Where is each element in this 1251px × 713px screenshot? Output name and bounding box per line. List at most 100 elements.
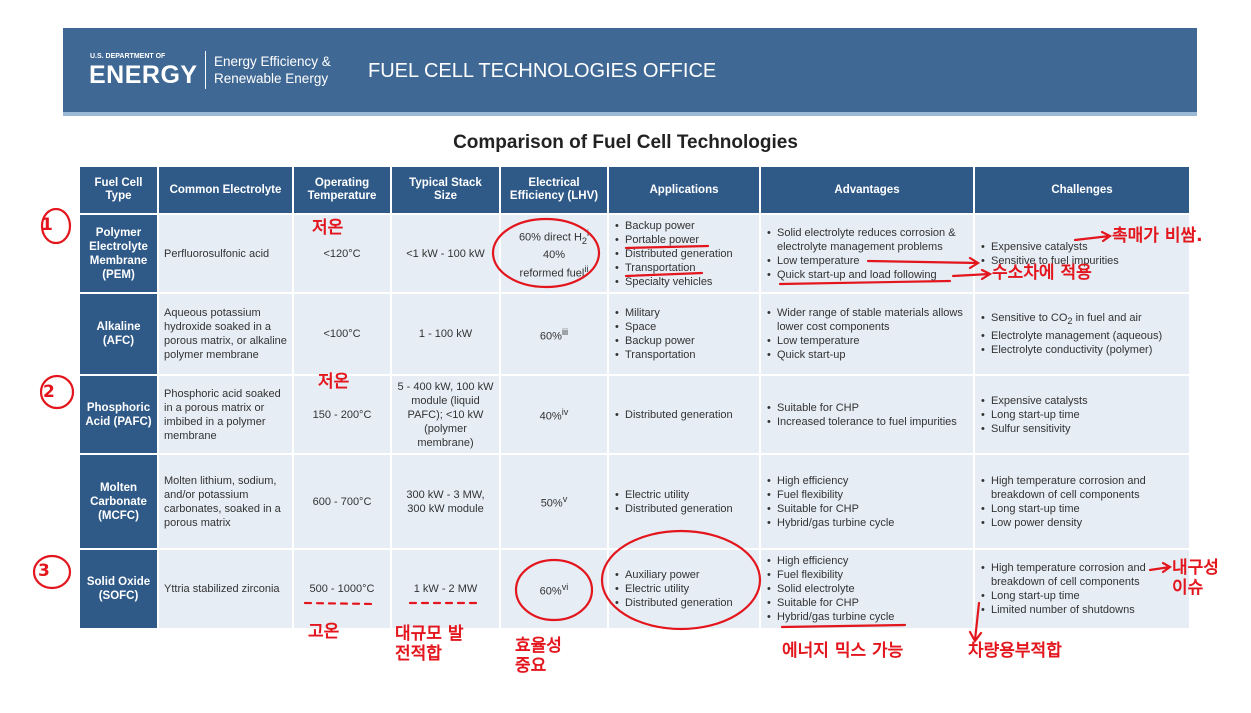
list-item: Backup power bbox=[615, 334, 754, 348]
row: Alkaline (AFC) Aqueous potassium hydroxid… bbox=[78, 292, 1191, 376]
superscript: v bbox=[562, 494, 568, 505]
list-item: High temperature corrosion and breakdown… bbox=[981, 561, 1184, 589]
list-item: Low temperature bbox=[767, 254, 968, 268]
office: FUEL CELL TECHNOLOGIES OFFICE bbox=[368, 60, 717, 82]
challenges: Expensive catalystsLong start-up timeSul… bbox=[973, 374, 1191, 455]
list-item: Increased tolerance to fuel impurities bbox=[767, 415, 968, 429]
header-rule bbox=[63, 112, 1197, 116]
stack-size: <1 kW - 100 kW bbox=[390, 213, 501, 294]
list-item: Long start-up time bbox=[981, 589, 1184, 603]
challenges: Sensitive to CO2 in fuel and air Electrol… bbox=[973, 292, 1191, 376]
applications: Backup powerPortable powerDistributed ge… bbox=[607, 213, 761, 294]
fuel-cell-type: Solid Oxide (SOFC) bbox=[78, 548, 159, 630]
text: 50% bbox=[540, 497, 563, 510]
list-item: Suitable for CHP bbox=[767, 502, 968, 516]
list: Wider range of stable materials allows l… bbox=[766, 306, 968, 362]
row: Molten Carbonate (MCFC) Molten lithium, s… bbox=[78, 453, 1191, 550]
list-item: Limited number of shutdowns bbox=[981, 603, 1184, 617]
superscript: iv bbox=[561, 407, 569, 418]
annotation: 내구성 이슈 bbox=[1172, 558, 1219, 598]
list-item: Space bbox=[615, 320, 754, 334]
electrolyte: Perfluorosulfonic acid bbox=[157, 213, 294, 294]
list-item: Quick start-up and load following bbox=[767, 268, 968, 282]
fuel-cell-type: Alkaline (AFC) bbox=[78, 292, 159, 376]
list: Distributed generation bbox=[614, 408, 754, 422]
list-item: Solid electrolyte reduces corrosion & el… bbox=[767, 226, 968, 254]
temperature: 150 - 200°C bbox=[292, 374, 392, 455]
efficiency-line: reformed fuelii bbox=[506, 262, 602, 281]
list-item: Long start-up time bbox=[981, 408, 1184, 422]
list-item: Military bbox=[615, 306, 754, 320]
annotation: 대규모 발전적합 bbox=[395, 624, 464, 664]
arrow bbox=[1073, 230, 1113, 243]
column-header: Typical Stack Size bbox=[390, 165, 501, 215]
arrow bbox=[968, 601, 983, 644]
division: Energy Efficiency & Renewable Energy bbox=[214, 53, 331, 87]
header-row: Fuel Cell Type Common Electrolyte Operatin… bbox=[78, 165, 1191, 215]
column-header: Fuel Cell Type bbox=[78, 165, 159, 215]
division-line: Energy Efficiency & bbox=[214, 54, 331, 69]
underline bbox=[778, 279, 952, 286]
efficiency: 60%vi bbox=[499, 548, 609, 630]
list-item: Electrolyte management (aqueous) bbox=[981, 329, 1184, 343]
annotation-number: 1 bbox=[41, 215, 53, 235]
efficiency-line: 60%vi bbox=[506, 580, 602, 599]
stack-size: 5 - 400 kW, 100 kW module (liquid PAFC);… bbox=[390, 374, 501, 455]
advantages: High efficiencyFuel flexibilitySolid ele… bbox=[759, 548, 975, 630]
fuel-cell-type: Polymer Electrolyte Membrane (PEM) bbox=[78, 213, 159, 294]
list-item: Specialty vehicles bbox=[615, 275, 754, 289]
applications: Distributed generation bbox=[607, 374, 761, 455]
underline bbox=[624, 244, 710, 250]
list-item: Solid electrolyte bbox=[767, 582, 968, 596]
stack-size: 300 kW - 3 MW, 300 kW module bbox=[390, 453, 501, 550]
list: High temperature corrosion and breakdown… bbox=[980, 474, 1184, 530]
efficiency-line: 40%iv bbox=[506, 405, 602, 424]
column-header: Electrical Efficiency (LHV) bbox=[499, 165, 609, 215]
text: in fuel and air bbox=[1072, 312, 1142, 325]
list-item: Fuel flexibility bbox=[767, 568, 968, 582]
circle bbox=[32, 554, 72, 590]
stack-size: 1 - 100 kW bbox=[390, 292, 501, 376]
list: MilitarySpaceBackup powerTransportation bbox=[614, 306, 754, 362]
list-item: Hybrid/gas turbine cycle bbox=[767, 610, 968, 624]
list-item: Distributed generation bbox=[615, 408, 754, 422]
stack-size: 1 kW - 2 MW bbox=[390, 548, 501, 630]
efficiency: 60%iii bbox=[499, 292, 609, 376]
superscript: ii bbox=[584, 264, 589, 275]
list: Auxiliary powerElectric utilityDistribut… bbox=[614, 568, 754, 610]
underline bbox=[303, 601, 377, 606]
list: Sensitive to CO2 in fuel and air Electrol… bbox=[980, 311, 1184, 356]
challenges: High temperature corrosion and breakdown… bbox=[973, 548, 1191, 630]
annotation: 고온 bbox=[308, 622, 340, 642]
list-item: Long start-up time bbox=[981, 502, 1184, 516]
divider bbox=[205, 51, 206, 89]
annotation: 촉매가 비쌈. bbox=[1112, 226, 1203, 246]
list-item: Portable power bbox=[615, 233, 754, 247]
comparison-table: Fuel Cell Type Common Electrolyte Operatin… bbox=[78, 165, 1191, 630]
text: Sensitive to CO bbox=[991, 312, 1068, 325]
temperature: 500 - 1000°C bbox=[292, 548, 392, 630]
efficiency-line: 50%v bbox=[506, 492, 602, 511]
list-item: Low temperature bbox=[767, 334, 968, 348]
org: ENERGY bbox=[89, 61, 198, 89]
list-item: High efficiency bbox=[767, 554, 968, 568]
list-item: Electric utility bbox=[615, 488, 754, 502]
arrow bbox=[866, 256, 981, 270]
list-item: Wider range of stable materials allows l… bbox=[767, 306, 968, 334]
text: 60% direct H bbox=[518, 231, 582, 244]
subscript: 2 bbox=[1067, 316, 1073, 327]
list-item: Transportation bbox=[615, 348, 754, 362]
list: Backup powerPortable powerDistributed ge… bbox=[614, 219, 754, 289]
list: Solid electrolyte reduces corrosion & el… bbox=[766, 226, 968, 282]
row: Phosphoric Acid (PAFC) Phosphoric acid so… bbox=[78, 374, 1191, 455]
list: High temperature corrosion and breakdown… bbox=[980, 561, 1184, 617]
temperature: <100°C bbox=[292, 292, 392, 376]
electrolyte: Molten lithium, sodium, and/or potassium… bbox=[157, 453, 294, 550]
advantages: Suitable for CHPIncreased tolerance to f… bbox=[759, 374, 975, 455]
fuel-cell-type: Molten Carbonate (MCFC) bbox=[78, 453, 159, 550]
list-item: Electrolyte conductivity (polymer) bbox=[981, 343, 1184, 357]
list-item: Distributed generation bbox=[615, 502, 754, 516]
list-item: Distributed generation bbox=[615, 247, 754, 261]
list-item: Distributed generation bbox=[615, 596, 754, 610]
